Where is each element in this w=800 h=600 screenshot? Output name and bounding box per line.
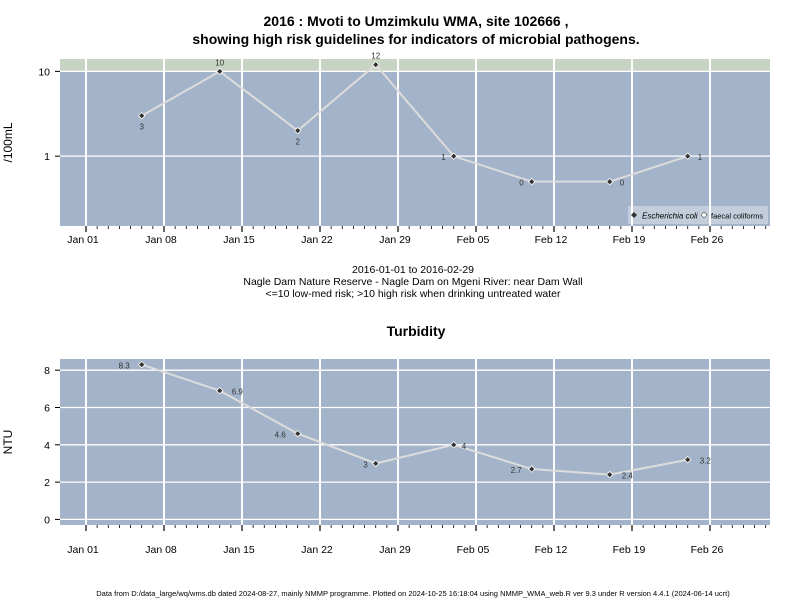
data-point — [293, 429, 302, 438]
data-point — [371, 60, 380, 69]
data-label: 4 — [462, 442, 467, 451]
legend-marker-ecoli — [631, 212, 637, 218]
data-point — [605, 177, 614, 186]
y-tick-label: 0 — [44, 514, 50, 526]
data-point — [215, 67, 224, 76]
legend-label-faecal: faecal coliforms — [711, 212, 763, 221]
data-point — [137, 360, 146, 369]
data-point — [449, 152, 458, 160]
x-tick-label: Feb 12 — [535, 544, 568, 556]
x-tick-label: Feb 12 — [535, 234, 568, 246]
risk-note-text: <=10 low-med risk; >10 high risk when dr… — [265, 288, 561, 300]
y-axis-label: NTU — [1, 430, 15, 455]
x-tick-label: Jan 01 — [67, 234, 99, 246]
data-label: 4.6 — [275, 431, 287, 440]
legend-marker-faecal — [700, 211, 708, 219]
footer-note: Data from D:/data_large/wq/wms.db dated … — [96, 589, 730, 598]
data-point — [683, 455, 692, 464]
data-point — [137, 111, 146, 120]
data-label: 0 — [620, 179, 625, 188]
y-tick-label: 8 — [44, 365, 50, 377]
data-label: 2.7 — [511, 466, 523, 475]
data-label: 1 — [441, 153, 446, 162]
x-tick-label: Jan 22 — [301, 234, 333, 246]
x-tick-label: Jan 01 — [67, 544, 99, 556]
data-label: 3 — [139, 123, 144, 132]
data-label: 2 — [295, 138, 300, 147]
y-tick-label: 10 — [38, 66, 50, 78]
x-tick-label: Jan 15 — [223, 234, 255, 246]
data-point — [605, 470, 614, 479]
data-label: 3 — [363, 460, 368, 469]
legend-box — [628, 206, 768, 224]
x-tick-label: Jan 29 — [379, 234, 411, 246]
x-tick-label: Jan 08 — [145, 234, 177, 246]
x-tick-label: Feb 26 — [691, 544, 724, 556]
x-tick-label: Feb 05 — [457, 544, 490, 556]
data-label: 0 — [519, 179, 524, 188]
data-label: 6.9 — [232, 388, 244, 397]
y-tick-label: 2 — [44, 477, 50, 489]
y-tick-label: 4 — [44, 440, 50, 452]
data-label: 1 — [698, 153, 703, 162]
x-tick-label: Feb 19 — [613, 544, 646, 556]
data-label: 3.2 — [700, 457, 712, 466]
y-tick-label: 6 — [44, 402, 50, 414]
data-point — [683, 152, 692, 160]
x-tick-label: Jan 08 — [145, 544, 177, 556]
series-line — [141, 363, 688, 476]
chart-title-line1: 2016 : Mvoti to Umzimkulu WMA, site 1026… — [263, 13, 569, 29]
data-label: 2.4 — [622, 472, 634, 481]
y-axis-label: /100mL — [1, 122, 15, 162]
data-point — [527, 465, 536, 473]
data-label: 12 — [371, 52, 380, 61]
plot-panel-0 — [60, 59, 770, 226]
legend-label-ecoli: Escherichia coli — [642, 212, 698, 221]
x-tick-label: Feb 19 — [613, 234, 646, 246]
data-point — [527, 177, 536, 186]
data-point — [293, 126, 302, 135]
series-line — [141, 63, 689, 183]
plot-panel-1 — [60, 359, 770, 525]
x-tick-label: Feb 26 — [691, 234, 724, 246]
x-tick-label: Jan 22 — [301, 544, 333, 556]
x-tick-label: Jan 15 — [223, 544, 255, 556]
x-tick-label: Feb 05 — [457, 234, 490, 246]
x-tick-label: Jan 29 — [379, 544, 411, 556]
y-tick-label: 1 — [44, 151, 50, 163]
chart-title-line2: showing high risk guidelines for indicat… — [192, 31, 640, 47]
data-point — [371, 459, 380, 468]
data-point — [449, 441, 458, 449]
data-point — [215, 386, 224, 395]
site-description-text: Nagle Dam Nature Reserve - Nagle Dam on … — [243, 276, 583, 288]
high-risk-band — [60, 59, 770, 72]
data-label: 10 — [215, 58, 224, 67]
turbidity-title: Turbidity — [386, 323, 446, 339]
date-range-text: 2016-01-01 to 2016-02-29 — [351, 264, 474, 276]
data-label: 8.3 — [119, 362, 131, 371]
